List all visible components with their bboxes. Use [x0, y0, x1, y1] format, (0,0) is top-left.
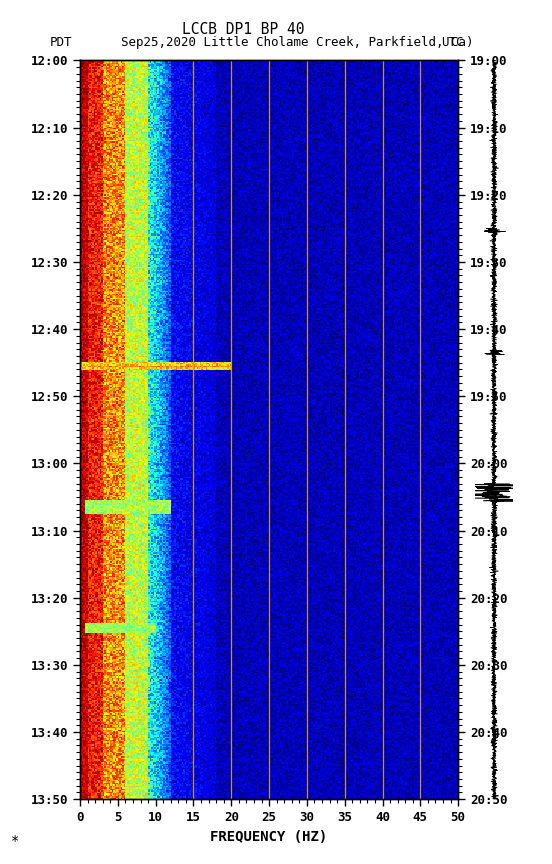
Text: Sep25,2020 Little Cholame Creek, Parkfield, Ca): Sep25,2020 Little Cholame Creek, Parkfie… [121, 36, 474, 49]
Text: PDT: PDT [50, 36, 72, 49]
X-axis label: FREQUENCY (HZ): FREQUENCY (HZ) [210, 829, 328, 843]
Text: UTC: UTC [442, 36, 464, 49]
Text: *: * [11, 835, 19, 848]
Text: LCCB DP1 BP 40: LCCB DP1 BP 40 [182, 22, 304, 37]
